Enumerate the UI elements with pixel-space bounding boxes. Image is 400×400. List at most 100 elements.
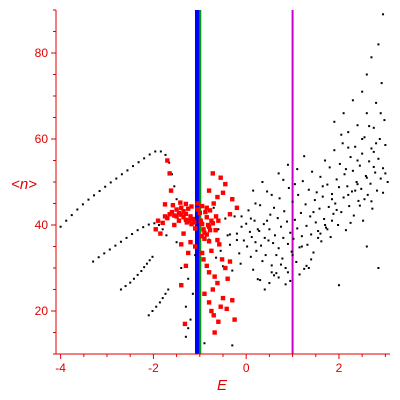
data-point-red [168,188,174,193]
data-point-red [219,257,225,262]
data-point-red [206,224,212,229]
data-point-black [377,267,380,269]
data-point-black [333,120,336,123]
data-point-black [87,198,90,201]
data-point-black [321,195,324,198]
data-point-black [356,183,359,186]
data-point-red [176,210,182,216]
data-point-red [195,201,200,206]
data-point-black [292,237,295,240]
data-point-black [136,229,139,232]
data-point-red [172,222,177,228]
data-point-black [343,173,346,176]
data-point-black [326,183,329,186]
data-point-black [361,90,364,93]
data-point-black [261,181,264,183]
data-point-black [81,203,84,206]
data-point-black [161,297,164,300]
data-point-red [192,220,197,225]
data-point-red [167,171,172,176]
data-point-black [187,327,190,330]
data-point-black [319,232,322,235]
data-point-red [212,274,217,279]
data-point-black [187,277,190,280]
data-point-black [291,254,294,257]
data-point-black [382,167,385,170]
data-point-black [161,228,164,231]
data-point-black [277,276,280,279]
y-axis-label: <n> [11,176,37,193]
data-point-black [324,224,327,226]
data-point-black [383,119,386,122]
data-point-black [173,185,176,188]
data-point-red [188,240,193,245]
data-point-red [234,205,240,210]
data-point-black [266,219,269,222]
data-point-black [379,177,382,180]
data-point-black [242,239,245,242]
data-point-black [360,187,363,190]
data-point-black [282,236,285,239]
data-point-black [352,214,355,217]
data-point-black [154,150,157,153]
data-point-red [160,220,165,226]
data-point-red [211,201,216,206]
data-point-red [153,227,158,232]
data-point-black [365,176,368,179]
data-point-black [277,247,280,250]
data-point-red [176,218,182,223]
data-point-black [219,249,222,252]
data-point-black [356,124,359,127]
data-point-red [211,313,216,318]
data-point-black [348,205,351,208]
data-point-black [313,199,316,202]
data-point-red [218,175,223,180]
data-point-black [347,193,350,196]
data-point-black [349,221,352,224]
data-point-black [286,163,289,166]
data-point-red [182,321,188,327]
data-point-black [65,219,68,222]
data-point-red [224,306,229,312]
data-point-black [147,314,150,317]
data-point-red [186,206,191,211]
data-point-black [377,157,380,160]
data-point-black [124,285,127,288]
data-point-red [204,263,209,269]
data-point-red [209,248,214,253]
y-tick-label: 80 [35,46,49,60]
data-point-red [165,215,170,221]
data-point-black [295,260,298,263]
data-point-black [228,243,231,246]
data-point-black [240,225,243,228]
data-series [59,13,389,347]
data-point-black [286,271,289,274]
data-point-red [192,244,198,249]
data-point-black [108,248,111,251]
data-point-black [300,235,303,238]
data-point-black [153,222,156,225]
data-point-black [361,152,364,155]
data-point-red [207,227,213,233]
data-point-black [170,173,173,176]
data-point-red [202,230,207,235]
data-point-red [198,218,203,223]
data-point-black [275,254,278,257]
data-point-black [312,251,315,254]
data-point-black [268,228,271,231]
data-point-black [331,198,334,201]
data-point-red [178,200,183,205]
data-point-black [119,288,122,291]
data-point-black [296,227,299,230]
data-point-black [384,144,387,147]
data-point-black [273,274,276,277]
data-point-black [270,271,273,274]
data-point-red [217,242,222,247]
data-point-black [252,189,255,192]
data-point-black [284,267,287,269]
data-point-black [203,342,206,345]
data-point-black [307,267,310,269]
data-point-black [324,159,327,162]
vertical-lines [194,10,294,354]
